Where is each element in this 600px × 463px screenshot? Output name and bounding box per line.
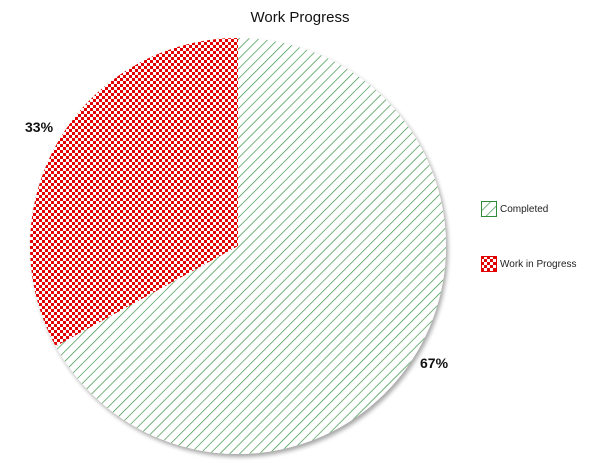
legend-label-work-in-progress: Work in Progress [500, 258, 577, 270]
legend-item-completed: Completed [481, 200, 577, 218]
legend-label-completed: Completed [500, 203, 549, 215]
legend: Completed Work in Progress [481, 200, 577, 310]
pie-slices [29, 38, 446, 454]
slice-label-work-in-progress: 33% [25, 119, 54, 135]
slice-label-completed: 67% [420, 355, 449, 371]
legend-swatch-completed [481, 201, 497, 217]
chart-title: Work Progress [250, 9, 350, 26]
pie-slice-work-in-progress [29, 38, 238, 347]
pie-slice-completed [55, 38, 446, 454]
legend-item-work-in-progress: Work in Progress [481, 255, 577, 273]
legend-swatch-work-in-progress [481, 256, 497, 272]
